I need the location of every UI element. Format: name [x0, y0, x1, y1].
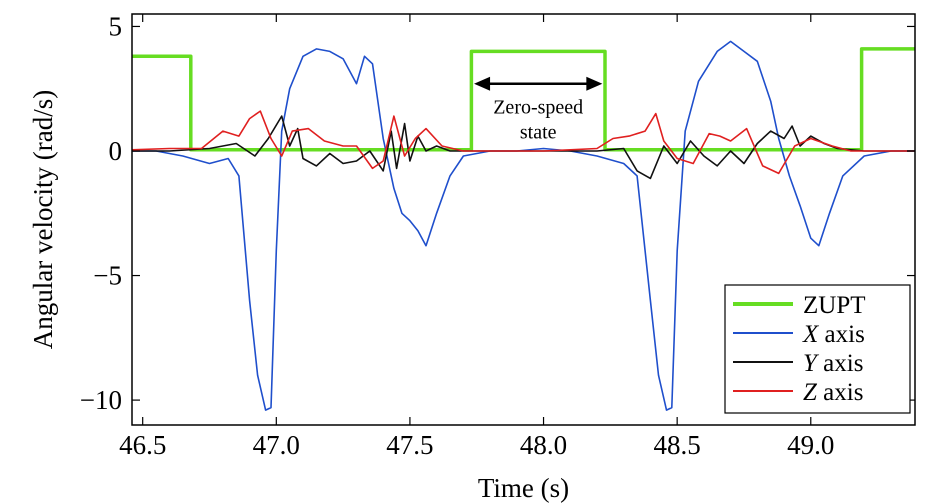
- annotation-label-line2: state: [520, 122, 557, 144]
- x-tick-label: 48.5: [654, 430, 701, 460]
- zero-speed-annotation: Zero-speed state: [474, 76, 603, 144]
- legend-entry: Z axis: [803, 379, 863, 406]
- series-group: [131, 40, 915, 411]
- series-line-zupt: [132, 47, 915, 152]
- series-line-z-axis: [131, 110, 915, 175]
- plot-border: [131, 13, 916, 426]
- arrowhead-right-icon: [586, 76, 603, 91]
- y-tick-label: 0: [109, 136, 123, 166]
- x-tick-label: 46.5: [119, 430, 166, 460]
- x-tick-label: 49.0: [787, 430, 834, 460]
- legend-entry: X axis: [802, 321, 865, 348]
- y-tick-label: 5: [109, 11, 123, 41]
- x-tick-label: 48.0: [520, 430, 567, 460]
- x-tick-label: 47.5: [386, 430, 433, 460]
- legend-entry: ZUPT: [803, 292, 866, 319]
- legend-entry: Y axis: [803, 350, 863, 377]
- axes-frame: [131, 13, 916, 426]
- y-axis-title: Angular velocity (rad/s): [28, 90, 58, 349]
- x-axis-title: Time (s): [478, 473, 569, 503]
- y-tick-label: −10: [80, 385, 122, 415]
- arrowhead-left-icon: [474, 76, 491, 91]
- y-tick-label: −5: [93, 261, 122, 291]
- annotation-label-line1: Zero-speed: [493, 97, 583, 119]
- tick-group: 46.5 47.0 47.5 48.0 48.5 49.0 5 0 −5 −10: [80, 11, 915, 460]
- series-line-x-axis: [132, 40, 915, 411]
- x-tick-label: 47.0: [253, 430, 300, 460]
